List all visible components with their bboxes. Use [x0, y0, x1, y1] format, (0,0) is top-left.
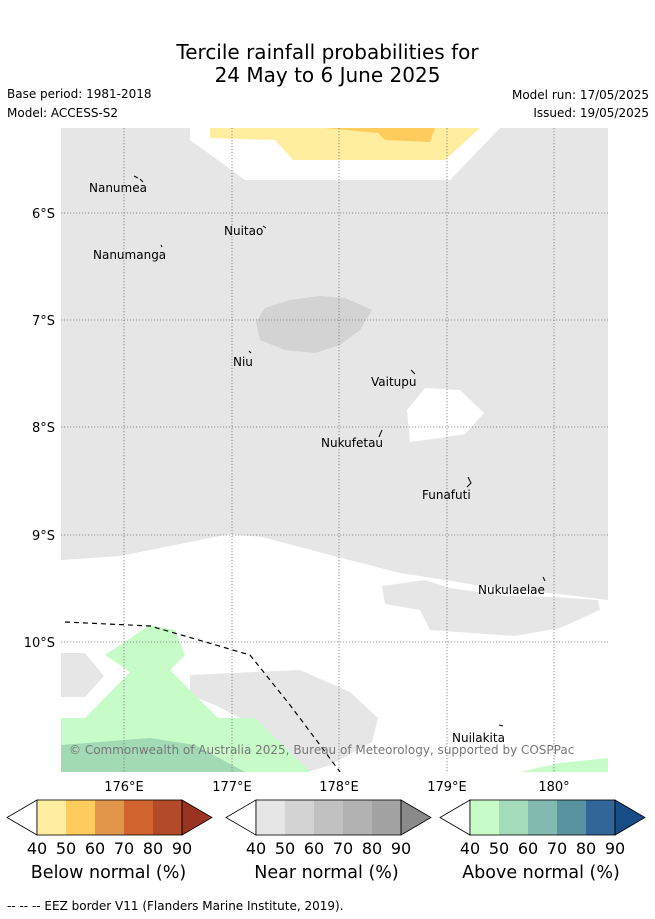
above-colorbar-tick-label: 40	[460, 839, 480, 858]
graticule	[61, 128, 608, 772]
near-colorbar-tick-label: 40	[246, 839, 266, 858]
above-normal-label: Above normal (%)	[462, 863, 620, 883]
model-name: Model: ACCESS-S2	[7, 106, 119, 120]
near-colorbar-tick-label: 50	[275, 839, 295, 858]
eez-border-line	[64, 621, 341, 772]
below-normal-50-region	[325, 128, 435, 142]
near-colorbar-max-extension	[400, 799, 432, 836]
label-vaitupu: Vaitupu	[371, 375, 417, 389]
near-colorbar-tick-label: 80	[362, 839, 382, 858]
label-nuilakita: Nuilakita	[452, 731, 505, 745]
near-colorbar-segment	[343, 800, 372, 835]
lat-label-7s: 7°S	[32, 314, 55, 329]
below-colorbar-max-extension	[181, 799, 213, 836]
label-nukulaelae: Nukulaelae	[478, 583, 545, 597]
issued-date: Issued: 19/05/2025	[533, 106, 649, 120]
lon-label-179e: 179°E	[427, 780, 467, 795]
longitude-labels: 176°E 177°E 178°E 179°E 180°	[104, 780, 569, 795]
below-colorbar-tick-label: 90	[172, 839, 192, 858]
above-colorbar-segment	[586, 800, 615, 835]
lon-label-176e: 176°E	[104, 780, 144, 795]
below-colorbar-outline	[36, 799, 183, 836]
title-line-2: 24 May to 6 June 2025	[214, 63, 441, 87]
lat-label-8s: 8°S	[32, 421, 55, 436]
near-normal-south-patch-2	[190, 670, 378, 772]
below-colorbar-tick-label: 60	[85, 839, 105, 858]
colorbar-group: 40 50 60 70 80 90 40 50 60 70 80 90 40 50 60 70 80 90	[6, 799, 646, 858]
above-colorbar-tick-label: 60	[518, 839, 538, 858]
above-colorbar-max-extension	[614, 799, 646, 836]
map-title: Tercile rainfall probabilities for 24 Ma…	[0, 41, 655, 87]
near-colorbar-segment	[314, 800, 343, 835]
below-colorbar-tick-label: 40	[27, 839, 47, 858]
near-normal-50-region	[256, 296, 372, 353]
below-colorbar-segment	[124, 800, 153, 835]
near-colorbar-tick-label: 70	[333, 839, 353, 858]
near-colorbar-tick-label: 60	[304, 839, 324, 858]
near-colorbar-segment	[285, 800, 314, 835]
below-colorbar-segment	[66, 800, 95, 835]
copyright-text: © Commonwealth of Australia 2025, Bureau…	[69, 743, 574, 757]
above-colorbar-tick-label: 50	[489, 839, 509, 858]
below-colorbar-min-extension	[6, 799, 38, 836]
below-colorbar-segment	[37, 800, 66, 835]
lon-label-180: 180°	[538, 780, 569, 795]
title-line-1: Tercile rainfall probabilities for	[176, 40, 479, 64]
above-colorbar-segment	[470, 800, 499, 835]
above-colorbar-tick-label: 80	[576, 839, 596, 858]
eez-footnote: -- -- -- EEZ border V11 (Flanders Marine…	[7, 899, 344, 913]
near-colorbar: 40 50 60 70 80 90	[225, 799, 432, 858]
below-colorbar-tick-label: 70	[114, 839, 134, 858]
above-colorbar-segment	[528, 800, 557, 835]
below-colorbar: 40 50 60 70 80 90	[6, 799, 213, 858]
above-colorbar-outline	[469, 799, 616, 836]
label-niu: Niu	[233, 355, 253, 369]
lat-label-9s: 9°S	[32, 529, 55, 544]
near-colorbar-segment	[372, 800, 401, 835]
near-normal-label: Near normal (%)	[254, 863, 399, 883]
below-colorbar-tick-label: 50	[56, 839, 76, 858]
model-run: Model run: 17/05/2025	[511, 88, 649, 102]
label-nanumea: Nanumea	[89, 181, 147, 195]
lon-label-178e: 178°E	[319, 780, 359, 795]
label-funafuti: Funafuti	[422, 488, 471, 502]
above-colorbar-segment	[499, 800, 528, 835]
base-period: Base period: 1981-2018	[7, 87, 152, 101]
map-area: Nanumea Nuitao Nanumanga Niu Vaitupu Nuk…	[61, 128, 608, 772]
white-region-central	[407, 388, 484, 442]
label-nukufetau: Nukufetau	[321, 436, 383, 450]
above-normal-40-region	[61, 625, 310, 772]
near-colorbar-tick-label: 90	[391, 839, 411, 858]
near-colorbar-min-extension	[225, 799, 257, 836]
near-normal-south-patch	[382, 580, 600, 636]
above-colorbar-min-extension	[439, 799, 471, 836]
above-colorbar-segment	[557, 800, 586, 835]
island-labels: Nanumea Nuitao Nanumanga Niu Vaitupu Nuk…	[89, 181, 545, 745]
near-colorbar-outline	[255, 799, 402, 836]
above-normal-50-region	[61, 738, 245, 772]
lat-label-6s: 6°S	[32, 207, 55, 222]
above-colorbar-tick-label: 90	[605, 839, 625, 858]
below-normal-label: Below normal (%)	[30, 863, 187, 883]
island-outlines	[133, 175, 546, 727]
below-colorbar-segment	[95, 800, 124, 835]
lat-label-10s: 10°S	[24, 636, 55, 651]
near-colorbar-segment	[256, 800, 285, 835]
label-nuitao: Nuitao	[224, 224, 263, 238]
below-colorbar-tick-label: 80	[143, 839, 163, 858]
near-normal-east-patch	[590, 420, 608, 455]
latitude-labels: 6°S 7°S 8°S 9°S 10°S	[24, 207, 55, 651]
below-colorbar-segment	[153, 800, 182, 835]
above-colorbar-tick-label: 70	[547, 839, 567, 858]
above-normal-southeast-region	[520, 758, 608, 772]
near-normal-west-patch	[61, 653, 104, 697]
label-nanumanga: Nanumanga	[93, 248, 166, 262]
above-colorbar: 40 50 60 70 80 90	[439, 799, 646, 858]
lon-label-177e: 177°E	[212, 780, 252, 795]
